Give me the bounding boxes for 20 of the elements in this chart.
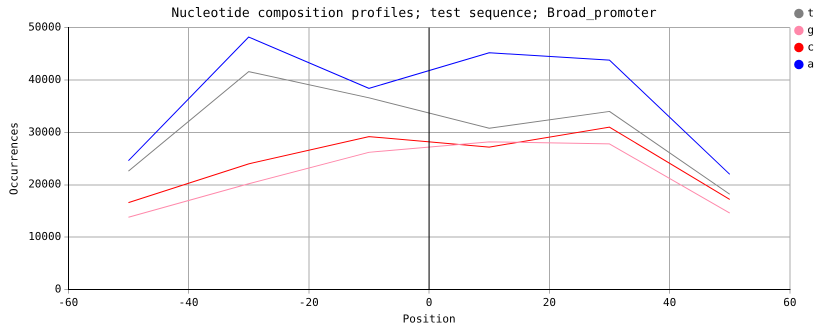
x-tick-label: -20 — [298, 296, 319, 310]
x-tick-label: 40 — [662, 296, 676, 310]
y-tick-label: 50000 — [28, 20, 62, 34]
y-axis-title: Occurrences — [7, 122, 20, 196]
legend-label: c — [807, 40, 814, 54]
y-tick-label: 0 — [54, 282, 62, 296]
y-tick-label: 30000 — [28, 125, 62, 138]
legend-label: g — [807, 23, 814, 36]
x-tick-label: 20 — [542, 296, 556, 310]
y-tick-label: 10000 — [28, 230, 62, 244]
legend-label: a — [807, 57, 814, 70]
y-tick-label: 40000 — [28, 72, 62, 86]
x-tick-label: -60 — [58, 296, 78, 310]
x-tick-label: -40 — [178, 296, 199, 310]
chart-title: Nucleotide composition profiles; test sequence; Broad_promoter — [171, 6, 657, 22]
x-tick-label: 0 — [426, 296, 432, 310]
y-tick-label: 20000 — [28, 178, 62, 191]
x-axis-title: Position — [402, 312, 456, 326]
x-tick-label: 60 — [783, 296, 796, 310]
legend-label: t — [807, 6, 814, 20]
